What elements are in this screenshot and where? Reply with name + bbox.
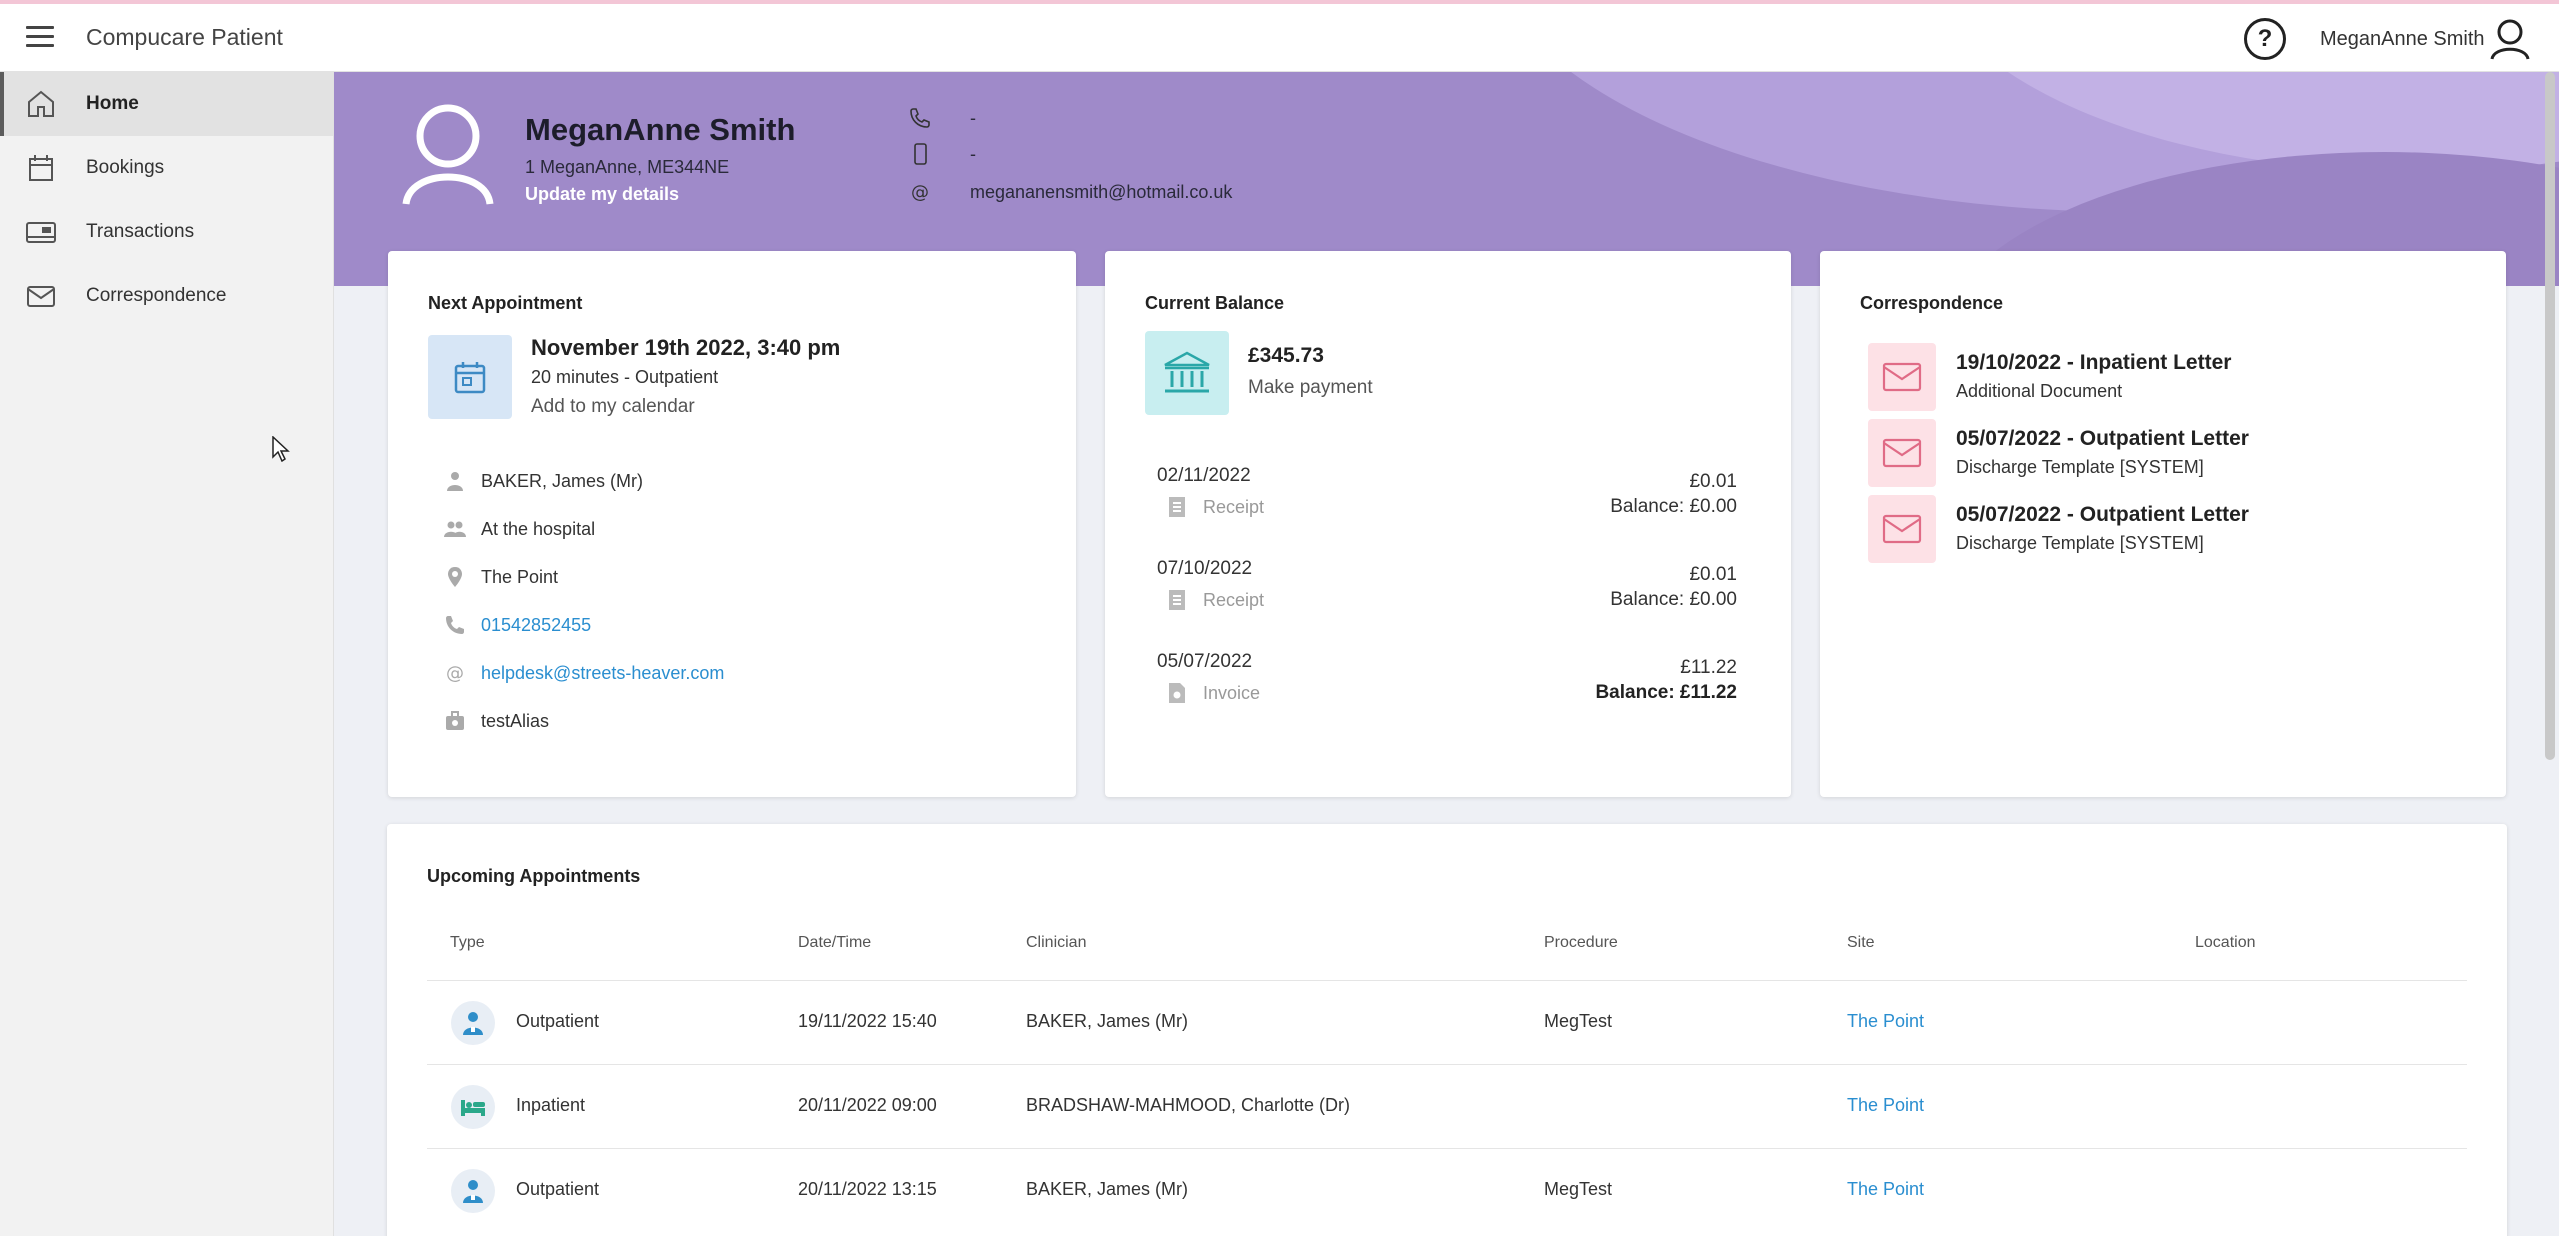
add-to-calendar-link[interactable]: Add to my calendar bbox=[531, 396, 695, 417]
phone-icon bbox=[446, 616, 464, 634]
column-header-site[interactable]: Site bbox=[1847, 934, 1875, 951]
current-balance-card: Current Balance £345.73 Make payment 02/… bbox=[1105, 251, 1791, 797]
sidebar: Home Bookings Transactions Correspondenc… bbox=[0, 72, 334, 1236]
sidebar-item-label: Correspondence bbox=[86, 285, 227, 306]
update-details-link[interactable]: Update my details bbox=[525, 184, 680, 204]
transaction-row[interactable]: 02/11/2022 Receipt £0.01 Balance: £0.00 bbox=[1157, 465, 1737, 517]
sidebar-item-correspondence[interactable]: Correspondence bbox=[0, 264, 333, 328]
table-row[interactable]: Inpatient 20/11/2022 09:00 BRADSHAW-MAHM… bbox=[427, 1064, 2467, 1148]
at-icon: @ bbox=[446, 663, 464, 684]
svg-text:@: @ bbox=[911, 182, 929, 203]
home-icon bbox=[28, 90, 54, 117]
transaction-row[interactable]: 05/07/2022 Invoice £11.22 Balance: £11.2… bbox=[1157, 651, 1737, 703]
menu-icon[interactable] bbox=[26, 26, 54, 48]
balance-amount: £345.73 bbox=[1248, 344, 1324, 367]
svg-text:@: @ bbox=[446, 663, 464, 684]
correspondence-item[interactable]: 19/10/2022 - Inpatient Letter Additional… bbox=[1868, 343, 2468, 411]
column-header-type[interactable]: Type bbox=[450, 934, 485, 951]
appointment-mode: At the hospital bbox=[443, 517, 595, 541]
mobile-icon bbox=[914, 143, 927, 165]
contact-email: @ megananensmith@hotmail.co.uk bbox=[908, 180, 1232, 204]
people-icon bbox=[444, 521, 466, 537]
sidebar-item-home[interactable]: Home bbox=[0, 72, 333, 136]
column-header-procedure[interactable]: Procedure bbox=[1544, 934, 1618, 951]
transaction-row[interactable]: 07/10/2022 Receipt £0.01 Balance: £0.00 bbox=[1157, 558, 1737, 610]
contact-mobile: - bbox=[908, 142, 976, 166]
column-header-location[interactable]: Location bbox=[2195, 934, 2256, 951]
site-link[interactable]: The Point bbox=[1847, 1095, 1925, 1115]
site-link[interactable]: The Point bbox=[1847, 1179, 1925, 1199]
profile-mobile: - bbox=[970, 143, 976, 164]
envelope-icon bbox=[1882, 514, 1922, 544]
next-appointment-card: Next Appointment November 19th 2022, 3:4… bbox=[388, 251, 1076, 797]
site-link[interactable]: The Point bbox=[1847, 1011, 1925, 1031]
outpatient-icon bbox=[463, 1180, 483, 1203]
appointment-calendar-tile bbox=[428, 335, 512, 419]
card-icon bbox=[26, 222, 56, 243]
sidebar-item-label: Bookings bbox=[86, 157, 165, 178]
phone-icon bbox=[910, 108, 930, 128]
receipt-icon bbox=[1169, 497, 1185, 517]
card-title: Current Balance bbox=[1145, 293, 1285, 313]
upcoming-appointments-card: Upcoming Appointments Type Date/Time Cli… bbox=[387, 824, 2507, 1236]
top-bar: Compucare Patient ? MeganAnne Smith bbox=[0, 0, 2559, 72]
sidebar-item-label: Home bbox=[86, 93, 139, 114]
medical-bag-icon bbox=[446, 711, 464, 730]
correspondence-item[interactable]: 05/07/2022 - Outpatient Letter Discharge… bbox=[1868, 419, 2468, 487]
envelope-icon bbox=[27, 286, 55, 307]
page-scrollbar[interactable] bbox=[2545, 72, 2555, 760]
patient-name: MeganAnne Smith bbox=[525, 112, 796, 147]
contact-phone: - bbox=[908, 106, 976, 130]
sidebar-item-transactions[interactable]: Transactions bbox=[0, 200, 333, 264]
outpatient-icon bbox=[463, 1012, 483, 1035]
table-row[interactable]: Outpatient 19/11/2022 15:40 BAKER, James… bbox=[427, 980, 2467, 1064]
appointment-alias: testAlias bbox=[443, 709, 549, 733]
appointment-date: November 19th 2022, 3:40 pm bbox=[531, 335, 841, 360]
appointment-email[interactable]: @ helpdesk@streets-heaver.com bbox=[443, 661, 724, 685]
card-title: Correspondence bbox=[1860, 293, 2004, 313]
profile-email: megananensmith@hotmail.co.uk bbox=[970, 181, 1233, 202]
appointment-site: The Point bbox=[443, 565, 558, 589]
app-title: Compucare Patient bbox=[86, 24, 283, 50]
appointment-clinician: BAKER, James (Mr) bbox=[443, 469, 643, 493]
calendar-icon bbox=[29, 155, 53, 181]
card-title: Next Appointment bbox=[428, 293, 583, 313]
correspondence-card: Correspondence 19/10/2022 - Inpatient Le… bbox=[1820, 251, 2506, 797]
bank-tile bbox=[1145, 331, 1229, 415]
appointment-phone[interactable]: 01542852455 bbox=[443, 613, 591, 637]
sidebar-item-bookings[interactable]: Bookings bbox=[0, 136, 333, 200]
profile-banner bbox=[334, 72, 2559, 286]
card-title: Upcoming Appointments bbox=[427, 866, 641, 886]
patient-address: 1 MeganAnne, ME344NE bbox=[525, 157, 730, 177]
bed-icon bbox=[461, 1100, 485, 1116]
sidebar-item-label: Transactions bbox=[86, 221, 195, 242]
bank-icon bbox=[1164, 351, 1210, 393]
column-header-clinician[interactable]: Clinician bbox=[1026, 934, 1087, 951]
clinician-icon bbox=[447, 472, 463, 491]
mouse-cursor-icon bbox=[272, 436, 290, 462]
correspondence-item[interactable]: 05/07/2022 - Outpatient Letter Discharge… bbox=[1868, 495, 2468, 563]
make-payment-link[interactable]: Make payment bbox=[1248, 377, 1373, 398]
user-account-icon[interactable] bbox=[2490, 18, 2530, 60]
column-header-datetime[interactable]: Date/Time bbox=[798, 934, 872, 951]
invoice-icon bbox=[1169, 683, 1185, 703]
table-row[interactable]: Outpatient 20/11/2022 13:15 BAKER, James… bbox=[427, 1148, 2467, 1232]
appointment-duration: 20 minutes - Outpatient bbox=[531, 367, 719, 387]
avatar-icon bbox=[402, 104, 494, 205]
help-button[interactable]: ? bbox=[2244, 18, 2286, 60]
calendar-icon bbox=[454, 362, 486, 394]
receipt-icon bbox=[1169, 590, 1185, 610]
envelope-icon bbox=[1882, 362, 1922, 392]
location-pin-icon bbox=[448, 567, 462, 587]
profile-phone: - bbox=[970, 107, 976, 128]
user-name[interactable]: MeganAnne Smith bbox=[2320, 28, 2485, 50]
at-icon: @ bbox=[911, 182, 929, 203]
envelope-icon bbox=[1882, 438, 1922, 468]
